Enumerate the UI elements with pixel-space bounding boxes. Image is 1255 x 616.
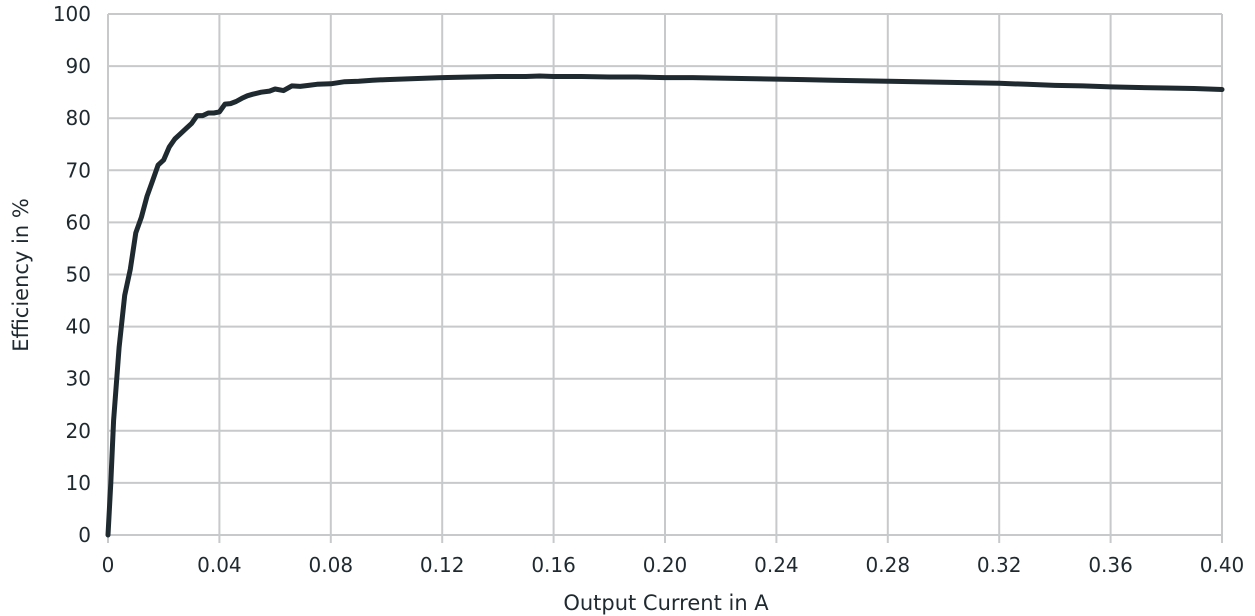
x-tick-label: 0.08: [309, 553, 354, 577]
efficiency-series-line: [105, 73, 1225, 538]
x-tick-label: 0.24: [754, 553, 799, 577]
x-tick-label: 0.28: [866, 553, 911, 577]
y-axis-label: Efficiency in %: [9, 198, 33, 352]
x-tick-label: 0.16: [531, 553, 576, 577]
y-tick-label: 100: [53, 2, 91, 26]
series-layer: [105, 73, 1225, 538]
x-tick-label: 0.32: [977, 553, 1022, 577]
x-tick-labels: 0 0.04 0.08 0.12 0.16 0.20 0.24 0.28 0.32 0.36 0.4…: [102, 553, 1245, 577]
y-tick-label: 20: [66, 419, 91, 443]
y-tick-label: 30: [66, 367, 91, 391]
y-tick-label: 0: [78, 523, 91, 547]
x-tick-label: 0.36: [1088, 553, 1133, 577]
x-tick-label: 0.40: [1200, 553, 1245, 577]
y-tick-label: 90: [66, 54, 91, 78]
x-tick-label: 0.12: [420, 553, 465, 577]
x-tick-label: 0.20: [643, 553, 688, 577]
grid: [107, 13, 1223, 543]
x-axis-label: Output Current in A: [563, 591, 769, 615]
x-tick-label: 0: [102, 553, 115, 577]
y-tick-label: 70: [66, 158, 91, 182]
y-tick-labels: 0 10 20 30 40 50 60 70 80 90 100: [53, 2, 91, 547]
y-tick-label: 40: [66, 315, 91, 339]
y-tick-label: 60: [66, 210, 91, 234]
y-tick-label: 50: [66, 263, 91, 287]
x-tick-label: 0.04: [197, 553, 242, 577]
y-tick-label: 10: [66, 471, 91, 495]
y-tick-label: 80: [66, 106, 91, 130]
